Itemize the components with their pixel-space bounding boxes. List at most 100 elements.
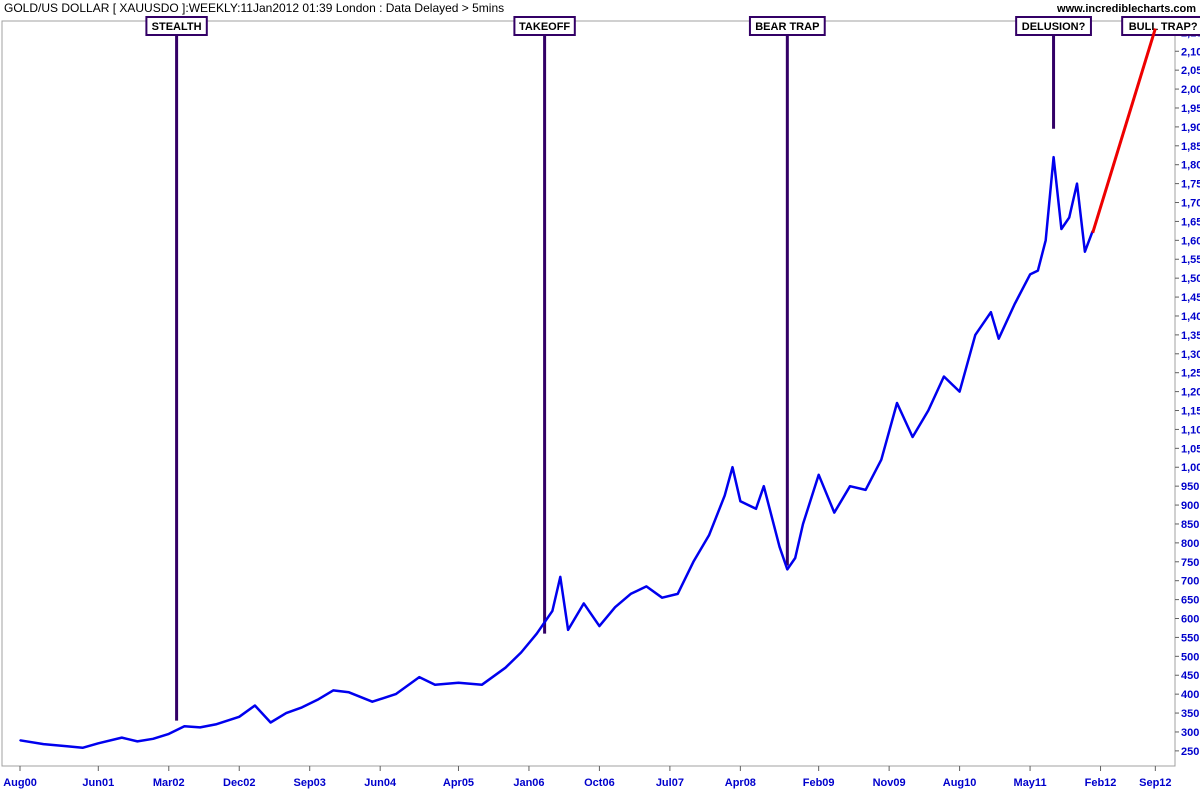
y-tick-label: 1,150	[1181, 406, 1200, 418]
y-axis: 250 300 350 400 450 500 550 600 650 700 750 800 850 9…	[1175, 27, 1200, 758]
annotation-box	[748, 16, 826, 36]
chart-title: GOLD/US DOLLAR [ XAUUSDO ]:WEEKLY:11Jan2…	[4, 1, 504, 15]
y-tick-label: 750	[1181, 557, 1199, 569]
price-point	[152, 738, 154, 740]
y-tick-label: 1,950	[1181, 103, 1200, 115]
annotation-label: DELUSION?	[1022, 21, 1086, 33]
y-tick-label: 1,600	[1181, 235, 1200, 247]
y-tick-label: 650	[1181, 595, 1199, 607]
price-point	[943, 375, 945, 378]
x-tick-label: Sep03	[293, 777, 325, 789]
x-axis: Aug00 Jun01 Mar02 Dec02 Sep03 Jun04 Apr05 Jan06…	[3, 766, 1172, 789]
price-point	[269, 721, 272, 724]
annotation-box	[1121, 16, 1200, 36]
price-point	[1052, 156, 1055, 158]
y-tick-label: 800	[1181, 538, 1199, 550]
y-tick-label: 900	[1181, 500, 1199, 512]
price-point	[629, 593, 632, 595]
price-point	[1060, 228, 1063, 230]
price-point	[583, 602, 585, 605]
y-tick-label: 250	[1181, 746, 1199, 758]
price-point	[504, 666, 507, 669]
y-tick-label: 450	[1181, 670, 1199, 682]
y-tick-label: 1,750	[1181, 179, 1200, 191]
annotation-label: TAKEOFF	[519, 21, 570, 33]
y-tick-label: 700	[1181, 576, 1199, 588]
y-tick-label: 350	[1181, 708, 1199, 720]
y-tick-label: 1,000	[1181, 462, 1200, 474]
price-point	[520, 651, 522, 654]
x-tick-label: Jun01	[82, 777, 114, 789]
price-point	[1037, 269, 1039, 272]
y-tick-label: 1,800	[1181, 160, 1200, 172]
price-point	[997, 337, 1000, 340]
annotation-bull-trap: BULL TRAP?	[1121, 16, 1200, 36]
price-point	[1029, 273, 1031, 276]
y-tick-label: 1,650	[1181, 216, 1200, 228]
price-point	[794, 557, 796, 559]
price-point	[551, 610, 554, 612]
price-point	[66, 745, 68, 748]
x-tick-label: Mar02	[153, 777, 185, 789]
price-point	[927, 409, 930, 412]
x-tick-label: May11	[1014, 777, 1047, 789]
x-tick-label: Apr08	[725, 777, 756, 789]
y-tick-label: 1,900	[1181, 122, 1200, 134]
x-tick-label: Aug00	[3, 777, 37, 789]
price-point	[864, 489, 867, 491]
annotation-label: BEAR TRAP	[755, 21, 819, 33]
x-tick-label: Nov09	[873, 777, 906, 789]
price-point	[692, 561, 695, 563]
price-point	[316, 699, 319, 701]
y-tick-label: 1,500	[1181, 273, 1200, 285]
price-point	[817, 474, 820, 476]
y-tick-label: 1,350	[1181, 330, 1200, 342]
price-point	[974, 334, 977, 336]
price-point	[199, 726, 201, 729]
annotation-bear-trap: BEAR TRAP	[748, 16, 826, 566]
price-point	[121, 736, 123, 739]
annotation-box	[513, 16, 576, 36]
y-tick-label: 500	[1181, 651, 1199, 663]
y-tick-label: 1,850	[1181, 141, 1200, 153]
y-tick-label: 300	[1181, 727, 1199, 739]
x-tick-label: Oct06	[584, 777, 615, 789]
price-point	[285, 712, 288, 714]
price-point	[614, 606, 616, 608]
x-tick-label: Aug10	[943, 777, 977, 789]
y-tick-label: 1,100	[1181, 424, 1200, 436]
y-tick-label: 1,700	[1181, 198, 1200, 210]
projection-line	[1091, 28, 1157, 234]
price-point	[1076, 182, 1078, 185]
y-tick-label: 1,250	[1181, 368, 1200, 380]
y-tick-label: 550	[1181, 632, 1199, 644]
price-point	[676, 593, 679, 595]
price-point	[536, 632, 538, 635]
price-point	[661, 596, 663, 599]
price-point	[1044, 239, 1047, 242]
price-point	[708, 534, 710, 537]
y-tick-label: 600	[1181, 614, 1199, 626]
price-point	[755, 508, 757, 510]
price-point	[911, 436, 914, 438]
price-point	[97, 742, 100, 745]
x-tick-label: Sep12	[1139, 777, 1171, 789]
price-point	[238, 716, 240, 718]
annotation-label: STEALTH	[152, 21, 202, 33]
annotation-label: BULL TRAP?	[1129, 21, 1198, 33]
y-tick-label: 1,050	[1181, 443, 1200, 455]
y-tick-label: 1,200	[1181, 387, 1200, 399]
price-point	[348, 691, 350, 694]
site-watermark: www.incrediblecharts.com	[1056, 3, 1196, 15]
price-point	[371, 700, 374, 703]
price-point	[723, 494, 726, 497]
price-point	[778, 545, 781, 548]
price-point	[42, 743, 45, 745]
price-point	[567, 629, 569, 631]
price-point	[301, 706, 303, 709]
y-tick-label: 1,400	[1181, 311, 1200, 323]
y-tick-label: 950	[1181, 481, 1199, 493]
x-tick-label: Jun04	[364, 777, 397, 789]
x-tick-label: Feb09	[803, 777, 835, 789]
y-tick-label: 1,300	[1181, 349, 1200, 361]
